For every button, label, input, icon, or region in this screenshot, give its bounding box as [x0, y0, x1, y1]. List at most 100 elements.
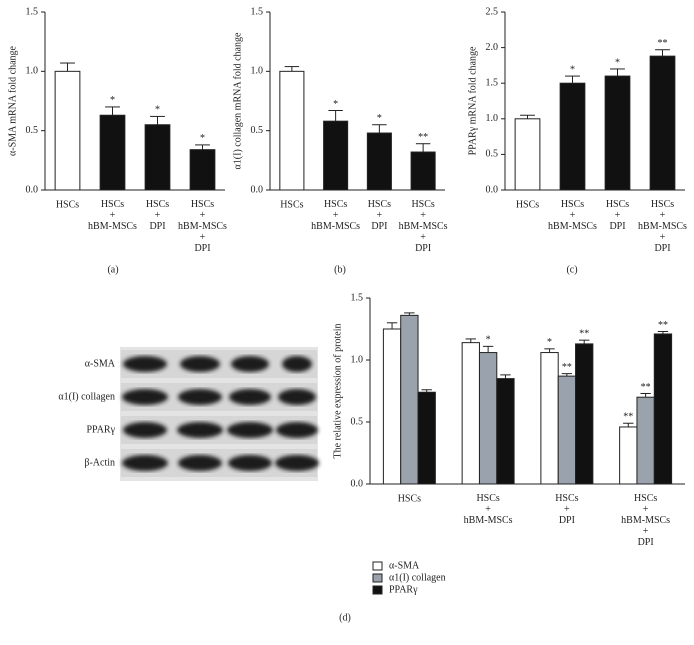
y-tick-label: 1.0: [486, 113, 499, 124]
blot-band: [123, 356, 167, 372]
blot-band: [180, 356, 220, 372]
bar: [557, 375, 577, 485]
significance: **: [658, 38, 668, 49]
y-tick-label: 0.5: [351, 416, 364, 427]
y-axis-label: PPARγ mRNA fold change: [467, 46, 478, 155]
bar: [400, 314, 419, 485]
blot-band: [227, 422, 273, 438]
legend-label: α1(I) collagen: [389, 572, 446, 583]
legend-label: PPARγ: [389, 584, 418, 595]
x-tick-label: HSCs + hBM-MSCs + DPI: [638, 199, 687, 254]
bar: [636, 396, 655, 485]
y-tick-label: 0.5: [26, 125, 39, 136]
y-tick-label: 1.0: [351, 354, 364, 365]
y-tick-label: 1.5: [251, 6, 264, 17]
bar: [461, 342, 480, 485]
bar: [189, 149, 216, 191]
significance: *: [110, 95, 115, 106]
significance: **: [658, 320, 668, 331]
legend-label: α-SMA: [389, 560, 420, 571]
y-tick-label: 0.5: [251, 125, 264, 136]
blot-label: β-Actin: [84, 457, 115, 468]
x-tick-label: HSCs + hBM-MSCs + DPI: [399, 199, 448, 254]
y-tick-label: 0.0: [26, 184, 39, 195]
significance: *: [155, 105, 160, 116]
significance: **: [623, 412, 633, 423]
significance: **: [641, 382, 651, 393]
blot-band: [122, 455, 168, 471]
bar: [54, 70, 81, 191]
bar: [575, 343, 594, 485]
x-tick-label: HSCs: [516, 199, 539, 210]
panel-label: (c): [566, 264, 577, 275]
x-tick-label: HSCs + DPI: [606, 199, 629, 232]
y-tick-label: 0.5: [486, 149, 499, 160]
blot-band: [276, 422, 318, 438]
x-tick-label: HSCs + hBM-MSCs + DPI: [621, 493, 670, 548]
blot-band: [122, 389, 168, 405]
bar: [99, 114, 126, 191]
significance: **: [418, 132, 428, 143]
x-tick-label: HSCs + hBM-MSCs + DPI: [178, 199, 227, 254]
blot-label: α-SMA: [85, 358, 116, 369]
bar: [649, 55, 676, 191]
x-tick-label: HSCs: [280, 199, 303, 210]
y-axis-label: α1(I) collagen mRNA fold change: [232, 32, 243, 169]
significance: *: [547, 337, 552, 348]
y-tick-label: 1.5: [486, 77, 499, 88]
x-tick-label: HSCs + hBM-MSCs: [88, 199, 137, 232]
panel-label: (a): [107, 264, 118, 275]
x-tick-label: HSCs + DPI: [368, 199, 391, 232]
y-tick-label: 0.0: [251, 184, 264, 195]
blot-band: [231, 356, 269, 372]
blot-band: [229, 389, 271, 405]
significance: *: [570, 64, 575, 75]
significance: *: [486, 335, 491, 346]
y-tick-label: 1.5: [351, 292, 364, 303]
x-tick-label: HSCs: [56, 199, 79, 210]
blot-band: [178, 455, 222, 471]
x-tick-label: HSCs + hBM-MSCs: [548, 199, 597, 232]
y-tick-label: 1.0: [26, 66, 39, 77]
bar: [144, 124, 171, 191]
bar: [323, 120, 349, 191]
y-tick-label: 1.5: [26, 6, 39, 17]
blot-band: [177, 422, 223, 438]
bar: [382, 328, 402, 485]
significance: *: [333, 99, 338, 110]
bar: [604, 75, 631, 191]
bar: [366, 132, 392, 191]
blot-band: [275, 455, 319, 471]
legend-swatch: [372, 585, 383, 595]
blot-band: [278, 389, 316, 405]
y-tick-label: 2.0: [486, 42, 499, 53]
bar: [514, 118, 541, 191]
y-axis-label: The relative expression of protein: [332, 324, 343, 459]
bar: [496, 378, 515, 485]
y-tick-label: 1.0: [251, 66, 264, 77]
significance: *: [377, 113, 382, 124]
x-tick-label: HSCs + hBM-MSCs: [311, 199, 360, 232]
legend-swatch: [372, 561, 383, 571]
panel-label: (d): [339, 612, 351, 623]
blot-label: α1(I) collagen: [58, 391, 115, 402]
significance: **: [562, 362, 572, 373]
bar: [619, 426, 638, 485]
bar: [540, 352, 559, 485]
y-tick-label: 0.0: [486, 184, 499, 195]
blot-label: PPARγ: [86, 424, 115, 435]
x-tick-label: HSCs: [398, 493, 421, 504]
panel-label: (b): [334, 264, 346, 275]
x-tick-label: HSCs + DPI: [555, 493, 578, 526]
significance: *: [200, 133, 205, 144]
y-tick-label: 0.0: [351, 478, 364, 489]
significance: *: [615, 57, 620, 68]
x-tick-label: HSCs + hBM-MSCs: [464, 493, 513, 526]
bar: [559, 82, 586, 191]
blot-band: [228, 455, 272, 471]
y-tick-label: 2.5: [486, 6, 499, 17]
bar: [410, 151, 436, 191]
bar: [417, 391, 436, 485]
blot-band: [178, 389, 222, 405]
